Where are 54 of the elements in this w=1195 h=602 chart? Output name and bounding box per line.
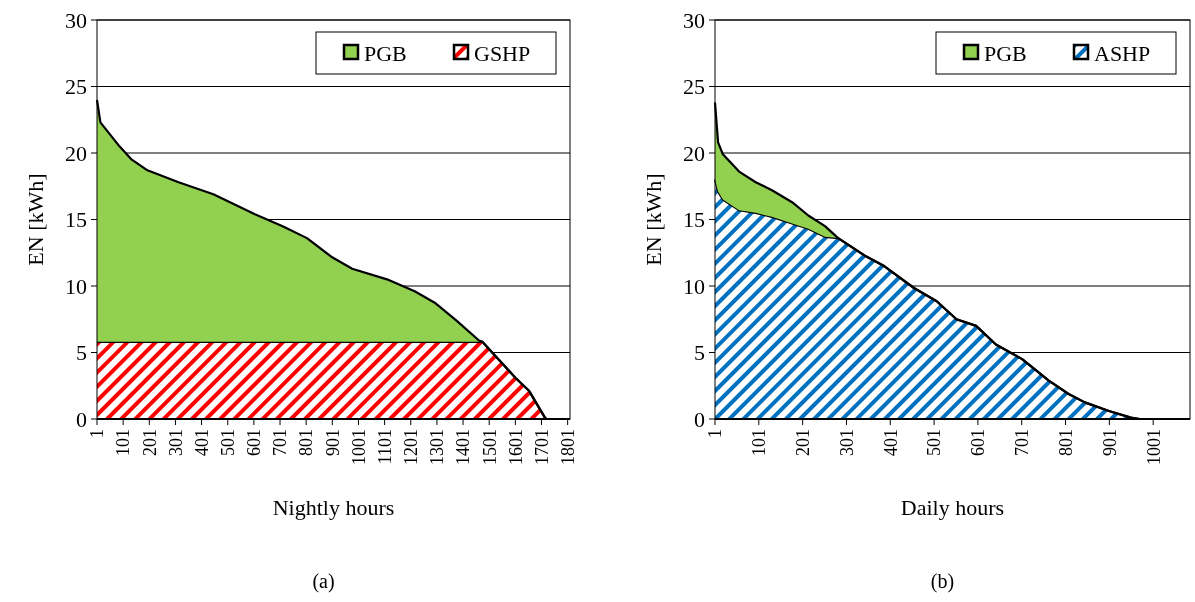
text: (b) (930, 570, 955, 593)
x-tick-label: 201 (139, 429, 160, 456)
x-tick-label: 201 (792, 429, 813, 456)
x-tick-label: 901 (1099, 429, 1120, 456)
y-tick-label: 0 (76, 406, 87, 432)
x-axis-title: Daily hours (900, 495, 1005, 520)
legend-label: GSHP (474, 40, 531, 66)
x-tick-label: 1701 (531, 429, 552, 465)
y-tick-label: 0 (694, 406, 705, 432)
x-tick-label: 501 (924, 429, 945, 456)
legend-label: ASHP (1094, 40, 1151, 66)
y-axis-title: EN [kWh] (22, 173, 48, 266)
y-tick-label: 20 (65, 140, 87, 166)
x-tick-label: 1301 (427, 429, 448, 465)
x-tick-label: 901 (322, 429, 343, 456)
legend-label: PGB (984, 40, 1027, 66)
x-tick-label: 1501 (479, 429, 500, 465)
y-tick-label: 15 (65, 207, 87, 233)
y-tick-label: 5 (694, 340, 705, 366)
x-tick-label: 1001 (348, 429, 369, 465)
x-tick-label: 601 (968, 429, 989, 456)
x-tick-label: 101 (113, 429, 134, 456)
y-tick-label: 15 (683, 207, 705, 233)
x-tick-label: 701 (270, 429, 291, 456)
text: (a) (312, 570, 335, 593)
y-tick-label: 25 (65, 74, 87, 100)
y-tick-label: 25 (683, 74, 705, 100)
x-tick-label: 801 (1055, 429, 1076, 456)
x-tick-label: 501 (218, 429, 239, 456)
x-tick-label: 101 (749, 429, 770, 456)
x-tick-label: 1 (87, 429, 108, 438)
y-tick-label: 5 (76, 340, 87, 366)
y-tick-label: 10 (683, 273, 705, 299)
y-tick-label: 10 (65, 273, 87, 299)
x-tick-label: 301 (836, 429, 857, 456)
x-tick-label: 1 (705, 429, 726, 438)
x-tick-label: 1201 (401, 429, 422, 465)
x-tick-label: 801 (296, 429, 317, 456)
x-tick-label: 401 (880, 429, 901, 456)
x-tick-label: 401 (191, 429, 212, 456)
x-tick-label: 1001 (1143, 429, 1164, 465)
x-axis-title: Nightly hours (272, 495, 395, 520)
x-tick-label: 1801 (557, 429, 578, 465)
x-tick-label: 301 (165, 429, 186, 456)
y-tick-label: 30 (683, 7, 705, 33)
legend-label: PGB (364, 40, 407, 66)
y-tick-label: 20 (683, 140, 705, 166)
x-tick-label: 1601 (505, 429, 526, 465)
x-tick-label: 601 (244, 429, 265, 456)
x-tick-label: 1101 (374, 429, 395, 465)
x-tick-label: 1401 (453, 429, 474, 465)
y-axis-title: EN [kWh] (640, 173, 666, 266)
x-tick-label: 701 (1012, 429, 1033, 456)
y-tick-label: 30 (65, 7, 87, 33)
